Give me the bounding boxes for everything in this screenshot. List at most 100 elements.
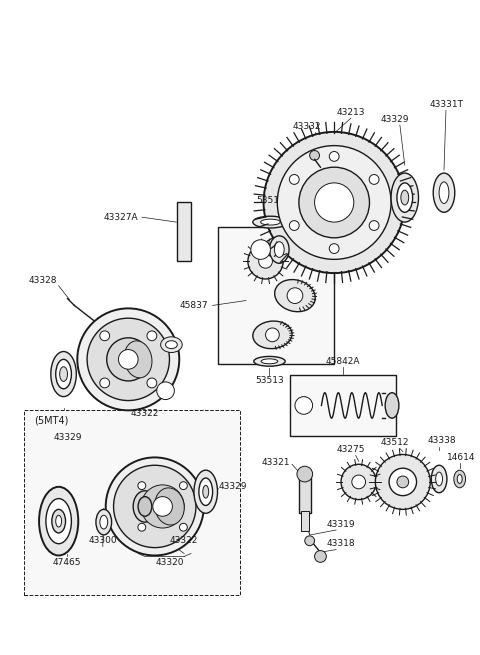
Ellipse shape — [166, 341, 177, 348]
Text: a: a — [163, 386, 168, 395]
Ellipse shape — [203, 485, 209, 498]
Ellipse shape — [253, 321, 292, 348]
Ellipse shape — [436, 472, 443, 486]
Text: 43328: 43328 — [28, 276, 57, 286]
Text: 43329: 43329 — [218, 482, 247, 491]
Circle shape — [314, 183, 354, 222]
Circle shape — [375, 455, 430, 510]
Bar — [177, 202, 191, 261]
Ellipse shape — [454, 470, 466, 488]
Circle shape — [397, 476, 408, 488]
Circle shape — [77, 309, 179, 410]
Ellipse shape — [39, 487, 78, 555]
Ellipse shape — [56, 360, 72, 389]
Ellipse shape — [254, 356, 285, 366]
Circle shape — [147, 378, 157, 388]
Text: 43318: 43318 — [327, 539, 355, 548]
Bar — [290, 375, 396, 436]
Ellipse shape — [133, 491, 156, 522]
Text: 43320: 43320 — [155, 558, 184, 567]
Ellipse shape — [385, 393, 399, 418]
Ellipse shape — [199, 478, 213, 506]
Text: 43321: 43321 — [262, 458, 290, 467]
Ellipse shape — [138, 496, 152, 516]
Circle shape — [287, 288, 303, 303]
Circle shape — [141, 485, 184, 528]
Text: 43327A: 43327A — [104, 213, 138, 221]
Ellipse shape — [96, 510, 112, 535]
Circle shape — [295, 397, 312, 414]
Circle shape — [114, 465, 196, 548]
Ellipse shape — [52, 510, 66, 533]
Text: 43338: 43338 — [428, 436, 456, 445]
Circle shape — [180, 523, 187, 531]
Ellipse shape — [46, 498, 72, 544]
Bar — [299, 476, 311, 514]
Text: a: a — [258, 245, 263, 254]
Circle shape — [352, 475, 366, 489]
Ellipse shape — [275, 280, 315, 312]
Bar — [218, 227, 334, 364]
Circle shape — [329, 244, 339, 253]
Text: 43319: 43319 — [327, 519, 355, 529]
Ellipse shape — [60, 367, 68, 381]
Text: 43329: 43329 — [54, 434, 82, 442]
Circle shape — [248, 244, 283, 279]
Ellipse shape — [457, 475, 462, 483]
Ellipse shape — [269, 236, 289, 263]
Circle shape — [153, 496, 172, 516]
Circle shape — [138, 523, 146, 531]
Circle shape — [289, 174, 299, 184]
Circle shape — [138, 481, 146, 489]
Circle shape — [277, 145, 391, 259]
Text: 47465: 47465 — [52, 558, 81, 567]
Circle shape — [100, 331, 109, 341]
Text: 43300: 43300 — [88, 536, 117, 545]
Circle shape — [107, 338, 150, 381]
Text: (5MT4): (5MT4) — [34, 415, 69, 425]
Circle shape — [389, 468, 417, 496]
Circle shape — [147, 331, 157, 341]
Circle shape — [341, 464, 376, 500]
Bar — [24, 410, 240, 595]
Circle shape — [259, 254, 273, 268]
Text: 43329: 43329 — [381, 115, 409, 124]
Ellipse shape — [439, 182, 449, 204]
Text: 53513: 53513 — [255, 377, 284, 385]
Text: 45842A: 45842A — [326, 357, 360, 366]
Text: 43331T: 43331T — [430, 100, 464, 109]
Circle shape — [180, 481, 187, 489]
Circle shape — [264, 132, 405, 273]
Bar — [301, 512, 309, 531]
Circle shape — [119, 350, 138, 369]
Text: 43512: 43512 — [381, 438, 409, 447]
Circle shape — [100, 378, 109, 388]
Circle shape — [265, 328, 279, 342]
Circle shape — [310, 151, 320, 160]
Circle shape — [251, 240, 270, 259]
Text: 53513: 53513 — [256, 196, 285, 205]
Circle shape — [106, 457, 204, 555]
Ellipse shape — [391, 173, 419, 222]
Circle shape — [314, 551, 326, 563]
Ellipse shape — [155, 488, 184, 525]
Ellipse shape — [397, 183, 413, 212]
Ellipse shape — [433, 173, 455, 212]
Text: a: a — [301, 401, 306, 410]
Ellipse shape — [261, 219, 280, 225]
Text: 45837: 45837 — [180, 301, 209, 310]
Circle shape — [87, 318, 169, 401]
Circle shape — [297, 466, 312, 482]
Ellipse shape — [124, 341, 152, 378]
Text: 43322: 43322 — [170, 536, 198, 545]
Text: 43213: 43213 — [336, 108, 365, 117]
Ellipse shape — [253, 216, 288, 228]
Ellipse shape — [431, 465, 447, 493]
Ellipse shape — [194, 470, 217, 514]
Circle shape — [156, 382, 174, 400]
Text: 43332: 43332 — [292, 122, 321, 130]
Circle shape — [299, 167, 370, 238]
Ellipse shape — [51, 352, 76, 397]
Ellipse shape — [161, 337, 182, 352]
Text: 43275: 43275 — [336, 445, 365, 454]
